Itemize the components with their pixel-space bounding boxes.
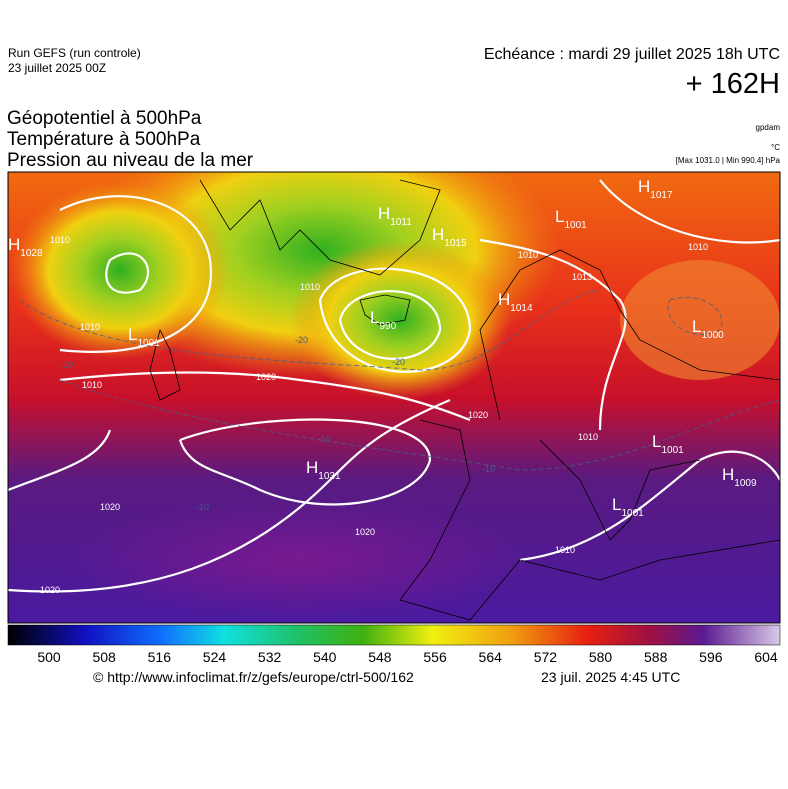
pressure-center: L1000 <box>692 317 724 341</box>
temperature-label: -10 <box>60 360 73 370</box>
temperature-label: -10 <box>482 464 495 474</box>
center-kind: L <box>692 317 701 336</box>
pressure-center: L1001 <box>652 432 684 456</box>
center-kind: L <box>555 207 564 226</box>
center-kind: L <box>370 308 379 327</box>
generated: 23 juil. 2025 4:45 UTC <box>541 669 681 685</box>
colorbar-tick: 524 <box>203 649 227 665</box>
center-kind: H <box>378 204 390 223</box>
center-value: 1009 <box>734 478 757 489</box>
center-kind: H <box>638 177 650 196</box>
isobar-label: 1010 <box>688 242 708 252</box>
isobar-label: 1020 <box>256 372 276 382</box>
isobar-label: 1020 <box>468 410 488 420</box>
colorbar-tick: 548 <box>368 649 392 665</box>
center-value: 1001 <box>564 220 587 231</box>
field: Température à 500hPa <box>7 129 201 150</box>
field-map <box>8 172 780 623</box>
isobar-label: 1020 <box>40 585 60 595</box>
pressure-center: L1001 <box>612 495 644 519</box>
pressure-center: H1017 <box>638 177 673 201</box>
center-value: 1001 <box>661 445 684 456</box>
colorbar-tick: 556 <box>423 649 447 665</box>
colorbar-tick: 532 <box>258 649 282 665</box>
center-value: 1015 <box>444 238 467 249</box>
center-value: 1011 <box>390 217 412 228</box>
center-kind: H <box>722 465 734 484</box>
isobar-label: 1010 <box>300 282 320 292</box>
center-value: 1000 <box>701 330 724 341</box>
isobar-label: 1010 <box>82 380 102 390</box>
center-kind: L <box>128 325 137 344</box>
pressure-center: H1014 <box>498 290 533 314</box>
center-kind: H <box>306 458 318 477</box>
center-value: 1017 <box>650 190 673 201</box>
pressure-center: L1001 <box>128 325 160 349</box>
valid-time: Echéance : mardi 29 juillet 2025 18h UTC <box>483 46 780 63</box>
colorbar-tick: 508 <box>92 649 116 665</box>
unit: °C <box>771 143 780 152</box>
temperature-label: -10 <box>318 434 331 444</box>
run-date: 23 juillet 2025 00Z <box>8 61 107 75</box>
center-kind: L <box>652 432 661 451</box>
center-value: 1031 <box>318 471 341 482</box>
isobar-label: 1013 <box>572 272 592 282</box>
field: Géopotentiel à 500hPa <box>7 108 202 129</box>
unit: gpdam <box>755 123 780 132</box>
center-value: 1001 <box>137 338 160 349</box>
colorbar-tick: 588 <box>644 649 668 665</box>
isobar-label: 1010 <box>80 322 100 332</box>
colorbar-tick: 572 <box>534 649 558 665</box>
temperature-label: -10 <box>196 502 209 512</box>
colorbar-tick: 500 <box>37 649 61 665</box>
pressure-center: H1009 <box>722 465 757 489</box>
colorbar-tick: 564 <box>479 649 503 665</box>
isobar-label: 1010 <box>578 432 598 442</box>
isobar-label: 1010 <box>50 235 70 245</box>
isobar-label: 1020 <box>100 502 120 512</box>
lead-time: + 162H <box>685 68 780 100</box>
pressure-center: L990 <box>370 308 397 332</box>
colorbar-tick: 540 <box>313 649 337 665</box>
isobar-label: 1020 <box>355 527 375 537</box>
isobar-label: 1010 <box>518 250 538 260</box>
center-value: 1001 <box>621 508 644 519</box>
isobar-label: 1010 <box>555 545 575 555</box>
pressure-center: H1011 <box>378 204 412 228</box>
pressure-center: H1015 <box>432 225 467 249</box>
pressure-center: L1001 <box>555 207 587 231</box>
temperature-label: -20 <box>295 335 308 345</box>
center-value: 1028 <box>20 248 43 259</box>
colorbar-tick: 516 <box>148 649 172 665</box>
center-kind: H <box>498 290 510 309</box>
pressure-center: H1031 <box>306 458 341 482</box>
center-kind: L <box>612 495 621 514</box>
colorbar <box>7 624 781 646</box>
run-label: Run GEFS (run controle) <box>8 46 141 60</box>
center-kind: H <box>432 225 444 244</box>
source: © http://www.infoclimat.fr/z/gefs/europe… <box>93 669 414 685</box>
colorbar-tick: 596 <box>699 649 723 665</box>
center-value: 990 <box>379 321 396 332</box>
colorbar-tick: 604 <box>754 649 778 665</box>
pressure-center: H1028 <box>8 235 43 259</box>
temperature-label: -20 <box>392 357 405 367</box>
center-kind: H <box>8 235 20 254</box>
colorbar-tick: 580 <box>589 649 613 665</box>
field: Pression au niveau de la mer <box>7 150 254 171</box>
unit: [Max 1031.0 | Min 990.4] hPa <box>675 156 780 165</box>
center-value: 1014 <box>510 303 533 314</box>
